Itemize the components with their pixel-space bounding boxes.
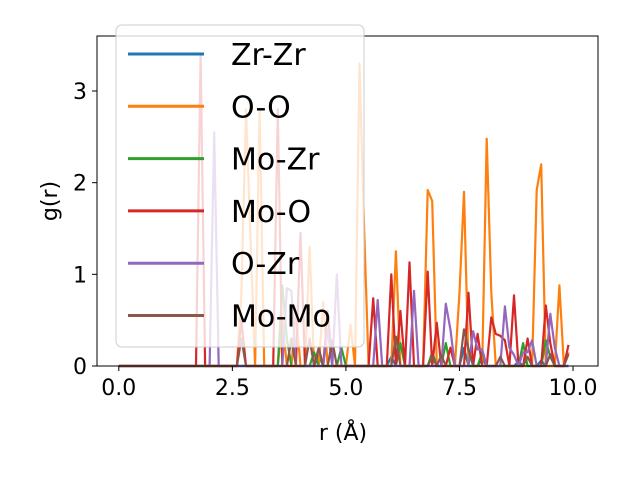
x-ticks: 0.0 2.5 5.0 7.5 10.0 — [101, 366, 598, 401]
y-ticks: 0 1 2 3 — [73, 80, 97, 380]
legend-label: Mo-Zr — [231, 143, 320, 178]
legend-label: O-O — [231, 90, 291, 125]
x-tick-label: 5.0 — [328, 376, 363, 401]
legend: Zr-Zr O-O Mo-Zr Mo-O O-Zr Mo-Mo — [115, 24, 365, 348]
x-axis-label: r (Å) — [319, 419, 367, 446]
x-tick-label: 0.0 — [101, 376, 136, 401]
legend-label: O-Zr — [231, 247, 300, 282]
legend-label: Mo-Mo — [231, 300, 331, 335]
y-tick-label: 2 — [73, 172, 87, 197]
y-axis-label: g(r) — [38, 181, 63, 221]
legend-label: Zr-Zr — [231, 38, 306, 73]
y-tick-label: 0 — [73, 355, 87, 380]
x-tick-label: 2.5 — [215, 376, 250, 401]
y-tick-label: 3 — [73, 80, 87, 105]
axes: 0.0 2.5 5.0 7.5 10.0 0 1 2 3 r (Å) g(r) — [38, 35, 599, 446]
legend-label: Mo-O — [231, 195, 311, 230]
x-tick-label: 7.5 — [442, 376, 477, 401]
legend-items: Zr-Zr O-O Mo-Zr Mo-O O-Zr Mo-Mo — [128, 38, 331, 335]
x-tick-label: 10.0 — [549, 376, 598, 401]
y-tick-label: 1 — [73, 263, 87, 288]
